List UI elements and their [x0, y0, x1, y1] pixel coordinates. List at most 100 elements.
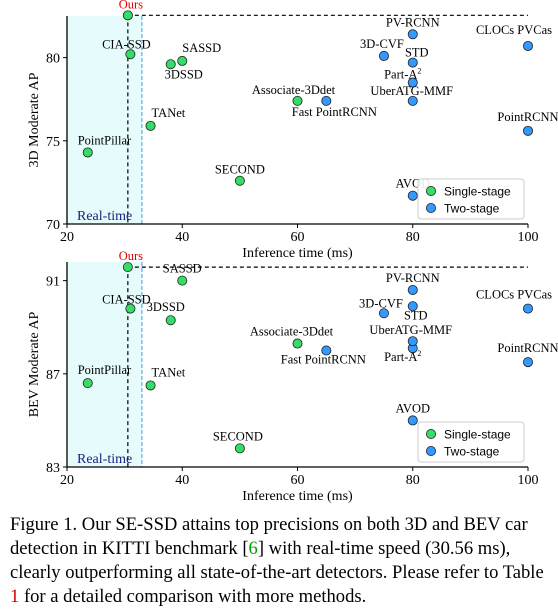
- point-label: SASSD: [182, 41, 221, 55]
- point-label: CLOCs PVCas: [476, 23, 552, 37]
- caption-prefix: Figure 1. Our SE-SSD attains top precisi…: [10, 514, 528, 559]
- point-label: 3D-CVF: [359, 296, 403, 310]
- x-tick-label: 60: [291, 473, 305, 488]
- point-label: PV-RCNN: [386, 271, 440, 285]
- data-point: [292, 95, 303, 106]
- y-axis-label: BEV Moderate AP: [27, 312, 42, 418]
- data-point: [407, 57, 418, 68]
- data-point: [125, 303, 136, 314]
- data-point: [407, 415, 418, 426]
- chart-panel-1: 20 40 60 80 100 70 75 80 Inference time (ms) 3D M…: [27, 0, 558, 261]
- y-tick-label: 80: [46, 52, 60, 67]
- data-point: [122, 10, 133, 21]
- legend-box: [417, 178, 525, 220]
- data-point: [523, 125, 534, 136]
- chart-panel-2: 20 40 60 80 100 83 87 91 Inference time (ms) BEV …: [27, 249, 558, 504]
- caption-suffix: for a detailed comparison with more meth…: [19, 586, 367, 607]
- legend-box: [417, 421, 525, 463]
- y-axis-label: 3D Moderate AP: [27, 72, 42, 167]
- point-label: PV-RCNN: [386, 15, 440, 29]
- data-point: [145, 120, 156, 131]
- data-point: [523, 357, 534, 368]
- data-point: [122, 262, 133, 273]
- data-point: [82, 378, 93, 389]
- superscript: 2: [417, 67, 421, 76]
- x-axis-label: Inference time (ms): [242, 489, 353, 504]
- point-label: PointPillar: [78, 133, 132, 147]
- point-label: SASSD: [163, 262, 202, 276]
- point-label: Fast PointRCNN: [281, 353, 366, 367]
- point-label: UberATG-MMF: [370, 84, 453, 98]
- point-label: Associate-3Ddet: [250, 325, 334, 339]
- point-label: UberATG-MMF: [369, 323, 452, 337]
- data-point: [292, 338, 303, 349]
- legend-label: Single-stage: [444, 428, 511, 442]
- superscript: 2: [417, 349, 421, 358]
- y-tick-label: 91: [46, 275, 60, 290]
- data-point: [321, 345, 332, 356]
- point-label: AVOD: [396, 401, 431, 415]
- data-point: [321, 95, 332, 106]
- x-tick-label: 20: [60, 473, 74, 488]
- data-point: [407, 95, 418, 106]
- data-point: [407, 29, 418, 40]
- legend-label: Two-stage: [444, 202, 500, 216]
- figure: 20 40 60 80 100 70 75 80 Inference time (ms) 3D M…: [27, 0, 558, 504]
- point-label: Ours: [119, 0, 143, 11]
- data-point: [82, 147, 93, 158]
- caption-table-link[interactable]: 1: [10, 586, 20, 607]
- data-point: [407, 336, 418, 347]
- point-label: TANet: [152, 365, 186, 379]
- data-point: [165, 59, 176, 70]
- point-label: CIA-SSD: [102, 37, 151, 51]
- x-axis-label: Inference time (ms): [242, 246, 353, 261]
- data-point: [407, 284, 418, 295]
- data-point: [407, 190, 418, 201]
- caption-citation-link[interactable]: 6: [248, 538, 258, 559]
- legend-marker: [425, 428, 436, 439]
- point-label: SECOND: [213, 429, 263, 443]
- data-point: [407, 77, 418, 88]
- point-label: 3D-CVF: [360, 37, 404, 51]
- data-point: [378, 50, 389, 61]
- y-tick-label: 87: [46, 368, 60, 383]
- x-tick-label: 40: [175, 230, 189, 245]
- legend-marker: [425, 445, 436, 456]
- data-point: [145, 380, 156, 391]
- caption-middle: ] with real-time speed (30.56 ms), clear…: [10, 538, 544, 583]
- x-tick-label: 20: [60, 230, 74, 245]
- point-label: PointPillar: [78, 363, 132, 377]
- x-tick-label: 80: [406, 230, 420, 245]
- realtime-label: Real-time: [77, 452, 132, 467]
- x-tick-label: 80: [406, 473, 420, 488]
- realtime-label: Real-time: [77, 209, 132, 224]
- point-label: Associate-3Ddet: [252, 83, 336, 97]
- legend-marker: [425, 185, 436, 196]
- point-label: SECOND: [215, 163, 265, 177]
- point-label: STD: [405, 46, 429, 60]
- y-tick-label: 70: [46, 218, 60, 233]
- point-label: TANet: [152, 106, 186, 120]
- point-label: Ours: [119, 249, 143, 263]
- x-tick-label: 40: [175, 473, 189, 488]
- data-point: [523, 303, 534, 314]
- point-label: Fast PointRCNN: [292, 105, 377, 119]
- data-point: [523, 40, 534, 51]
- legend-label: Two-stage: [444, 445, 500, 459]
- legend-label: Single-stage: [444, 185, 511, 199]
- realtime-region: [67, 262, 142, 467]
- data-point: [177, 55, 188, 66]
- point-label: Part-A2: [384, 67, 421, 82]
- x-tick-label: 100: [518, 473, 539, 488]
- figure-caption: Figure 1. Our SE-SSD attains top precisi…: [10, 513, 550, 609]
- y-tick-label: 75: [46, 135, 60, 150]
- data-point: [177, 275, 188, 286]
- data-point: [378, 308, 389, 319]
- x-tick-label: 100: [518, 230, 539, 245]
- y-tick-label: 83: [46, 461, 60, 476]
- point-label: PointRCNN: [497, 110, 558, 124]
- data-point: [125, 49, 136, 60]
- point-label: CIA-SSD: [102, 293, 151, 307]
- point-label: CLOCs PVCas: [476, 288, 552, 302]
- point-label: 3DSSD: [147, 300, 185, 314]
